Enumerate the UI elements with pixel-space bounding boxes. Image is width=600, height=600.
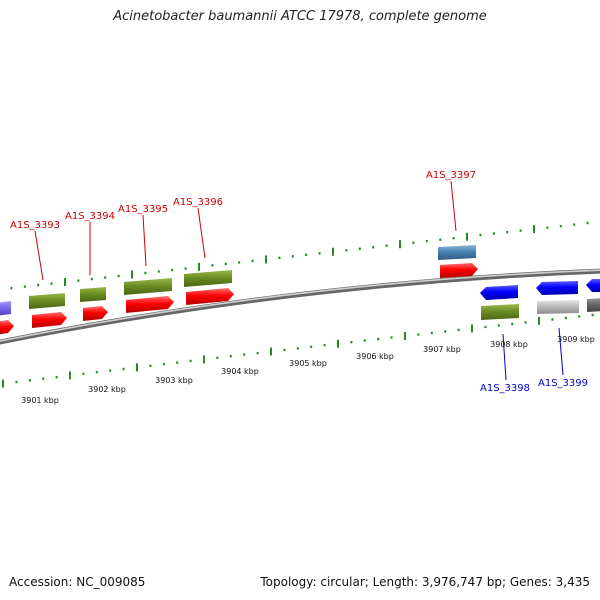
leader-3396 [197, 207, 206, 259]
gene-box-3393[interactable] [29, 293, 65, 309]
inner-tick-track [2, 313, 594, 388]
leader-3393 [34, 230, 44, 281]
scale-label-3908: 3908 kbp [490, 340, 528, 349]
cds-arrow-3394[interactable] [83, 306, 108, 321]
gene-label-3398[interactable]: A1S_3398 [480, 383, 530, 394]
gene-box-3395[interactable] [124, 278, 172, 295]
leader-3395 [142, 214, 147, 267]
cds-arrow-3396[interactable] [186, 288, 234, 305]
genome-title: Acinetobacter baumannii ATCC 17978, comp… [113, 9, 487, 24]
cds-arrow-3399[interactable] [536, 281, 578, 295]
leader-3399 [558, 327, 564, 376]
gene-label-3395[interactable]: A1S_3395 [118, 204, 168, 215]
gene-label-3394[interactable]: A1S_3394 [65, 211, 115, 222]
scale-label-3904: 3904 kbp [221, 367, 259, 376]
genome-backbone-highlight [0, 269, 600, 342]
gene-box-3399[interactable] [537, 300, 579, 314]
scale-label-3902: 3902 kbp [88, 385, 126, 394]
cds-arrow-left-partial[interactable] [0, 320, 14, 335]
scale-label-3906: 3906 kbp [356, 352, 394, 361]
topology-text: Topology: circular; Length: 3,976,747 bp… [260, 575, 590, 589]
cds-arrow-3397[interactable] [440, 263, 478, 278]
gene-label-3396[interactable]: A1S_3396 [173, 197, 223, 208]
accession-text: Accession: NC_009085 [9, 575, 146, 589]
gene-label-3399[interactable]: A1S_3399 [538, 378, 588, 389]
leader-3397 [450, 180, 457, 232]
genome-backbone [0, 268, 600, 345]
scale-label-3903: 3903 kbp [155, 376, 193, 385]
scale-label-3901: 3901 kbp [21, 396, 59, 405]
scale-label-3905: 3905 kbp [289, 359, 327, 368]
gene-label-3393[interactable]: A1S_3393 [10, 220, 60, 231]
cds-arrow-3395[interactable] [126, 296, 174, 313]
outer-tick-track [10, 221, 589, 290]
cds-arrow-3398[interactable] [480, 285, 518, 300]
scale-label-3907: 3907 kbp [423, 345, 461, 354]
gene-box-right-partial[interactable] [587, 298, 600, 312]
gene-box-3397[interactable] [438, 245, 476, 260]
cds-arrow-right-partial[interactable] [586, 279, 600, 292]
leader-3398 [502, 333, 507, 381]
gene-label-3397[interactable]: A1S_3397 [426, 170, 476, 181]
gene-box-left-partial[interactable] [0, 301, 11, 316]
scale-label-3909: 3909 kbp [557, 335, 595, 344]
gene-box-3394[interactable] [80, 287, 106, 302]
cds-arrow-3393[interactable] [32, 312, 67, 328]
gene-box-3398[interactable] [481, 304, 519, 320]
gene-box-3396[interactable] [184, 270, 232, 287]
